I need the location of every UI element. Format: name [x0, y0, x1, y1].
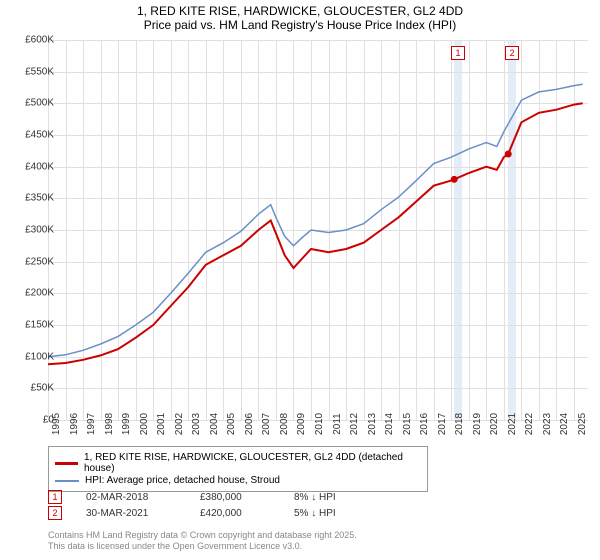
y-tick-label: £100K [25, 351, 54, 362]
sale-delta: 5% ↓ HPI [294, 508, 374, 519]
title-line-1: 1, RED KITE RISE, HARDWICKE, GLOUCESTER,… [0, 4, 600, 18]
y-tick-label: £350K [25, 193, 54, 204]
chart-marker-badge: 2 [505, 46, 519, 60]
x-tick-label: 2005 [226, 413, 237, 435]
sale-marker-badge: 2 [48, 506, 62, 520]
y-tick-label: £500K [25, 98, 54, 109]
x-tick-label: 2004 [209, 413, 220, 435]
y-tick-label: £150K [25, 320, 54, 331]
x-tick-label: 2020 [489, 413, 500, 435]
sale-row: 2 30-MAR-2021 £420,000 5% ↓ HPI [48, 506, 374, 520]
sale-row: 1 02-MAR-2018 £380,000 8% ↓ HPI [48, 490, 374, 504]
sale-point-dot [505, 151, 512, 158]
legend-item: 1, RED KITE RISE, HARDWICKE, GLOUCESTER,… [55, 452, 421, 474]
legend-item: HPI: Average price, detached house, Stro… [55, 475, 421, 486]
x-tick-label: 2009 [296, 413, 307, 435]
x-tick-label: 2008 [279, 413, 290, 435]
x-tick-label: 2024 [559, 413, 570, 435]
y-tick-label: £550K [25, 66, 54, 77]
legend-swatch [55, 480, 79, 482]
x-tick-label: 2022 [524, 413, 535, 435]
x-tick-label: 2007 [261, 413, 272, 435]
x-tick-label: 2006 [244, 413, 255, 435]
x-tick-label: 1999 [121, 413, 132, 435]
x-tick-label: 2010 [314, 413, 325, 435]
sale-price: £380,000 [200, 492, 270, 503]
x-tick-label: 2023 [542, 413, 553, 435]
chart-title: 1, RED KITE RISE, HARDWICKE, GLOUCESTER,… [0, 0, 600, 34]
title-line-2: Price paid vs. HM Land Registry's House … [0, 18, 600, 32]
x-tick-label: 1997 [86, 413, 97, 435]
attribution: Contains HM Land Registry data © Crown c… [48, 530, 357, 552]
series-line-price_paid [48, 103, 583, 364]
sale-date: 30-MAR-2021 [86, 508, 176, 519]
y-tick-label: £50K [31, 383, 54, 394]
legend-label: 1, RED KITE RISE, HARDWICKE, GLOUCESTER,… [84, 452, 421, 474]
x-tick-label: 1995 [51, 413, 62, 435]
attribution-line-2: This data is licensed under the Open Gov… [48, 541, 357, 552]
sale-marker-badge: 1 [48, 490, 62, 504]
x-tick-label: 2003 [191, 413, 202, 435]
y-tick-label: £400K [25, 161, 54, 172]
y-tick-label: £250K [25, 256, 54, 267]
y-tick-label: £200K [25, 288, 54, 299]
x-tick-label: 2014 [384, 413, 395, 435]
x-tick-label: 2019 [472, 413, 483, 435]
chart-marker-badge: 1 [451, 46, 465, 60]
x-tick-label: 2025 [577, 413, 588, 435]
attribution-line-1: Contains HM Land Registry data © Crown c… [48, 530, 357, 541]
x-tick-label: 2016 [419, 413, 430, 435]
x-tick-label: 2002 [174, 413, 185, 435]
sale-delta: 8% ↓ HPI [294, 492, 374, 503]
x-tick-label: 2021 [507, 413, 518, 435]
sale-price: £420,000 [200, 508, 270, 519]
x-tick-label: 2018 [454, 413, 465, 435]
x-tick-label: 2017 [437, 413, 448, 435]
legend-swatch [55, 462, 78, 465]
plot-area: 12 [48, 40, 588, 420]
x-tick-label: 2001 [156, 413, 167, 435]
legend-label: HPI: Average price, detached house, Stro… [85, 475, 280, 486]
series-line-hpi [48, 84, 583, 356]
x-tick-label: 1996 [69, 413, 80, 435]
x-tick-label: 2012 [349, 413, 360, 435]
x-tick-label: 2000 [139, 413, 150, 435]
x-tick-label: 2013 [367, 413, 378, 435]
y-tick-label: £300K [25, 225, 54, 236]
line-layer [48, 40, 588, 420]
sale-date: 02-MAR-2018 [86, 492, 176, 503]
y-tick-label: £450K [25, 130, 54, 141]
chart-container: 1, RED KITE RISE, HARDWICKE, GLOUCESTER,… [0, 0, 600, 560]
sales-table: 1 02-MAR-2018 £380,000 8% ↓ HPI 2 30-MAR… [48, 488, 374, 522]
x-tick-label: 2015 [402, 413, 413, 435]
x-tick-label: 2011 [332, 413, 343, 435]
y-tick-label: £600K [25, 35, 54, 46]
sale-point-dot [451, 176, 458, 183]
legend: 1, RED KITE RISE, HARDWICKE, GLOUCESTER,… [48, 446, 428, 492]
x-tick-label: 1998 [104, 413, 115, 435]
